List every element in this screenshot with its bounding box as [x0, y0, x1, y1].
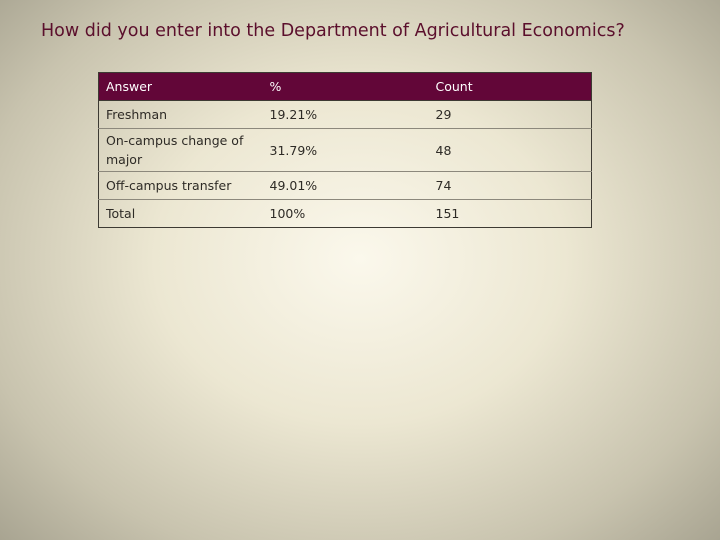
table-row: On-campus change of major 31.79% 48: [98, 128, 592, 172]
results-table: Answer % Count Freshman 19.21% 29 On-cam…: [98, 72, 592, 228]
table-header-row: Answer % Count: [98, 72, 592, 101]
cell-count: 74: [428, 171, 592, 200]
table-row: Freshman 19.21% 29: [98, 100, 592, 129]
cell-answer: Freshman: [98, 100, 263, 129]
cell-percent: 100%: [262, 199, 429, 228]
cell-answer: On-campus change of major: [98, 128, 263, 172]
cell-percent: 19.21%: [262, 100, 429, 129]
cell-answer: Total: [98, 199, 263, 228]
cell-percent: 49.01%: [262, 171, 429, 200]
cell-count: 29: [428, 100, 592, 129]
cell-count: 151: [428, 199, 592, 228]
header-answer: Answer: [98, 72, 263, 101]
slide-title: How did you enter into the Department of…: [41, 21, 625, 41]
cell-percent: 31.79%: [262, 128, 429, 172]
cell-count: 48: [428, 128, 592, 172]
header-percent: %: [262, 72, 429, 101]
header-count: Count: [428, 72, 592, 101]
cell-answer: Off-campus transfer: [98, 171, 263, 200]
table-row: Off-campus transfer 49.01% 74: [98, 171, 592, 200]
table-row-total: Total 100% 151: [98, 199, 592, 228]
